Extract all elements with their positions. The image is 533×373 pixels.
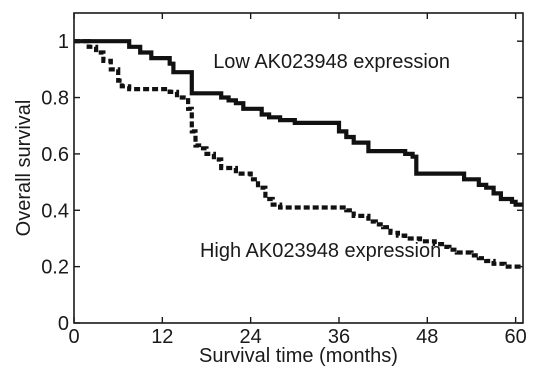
y-tick-label-0.2: 0.2 [41, 257, 69, 279]
x-tick-label-48: 48 [416, 326, 438, 348]
x-tick-label-60: 60 [505, 326, 527, 348]
y-tick-label-0: 0 [58, 313, 69, 335]
chart-marks [74, 39, 523, 269]
x-axis-title: Survival time (months) [199, 345, 398, 367]
x-tick-label-36: 36 [328, 326, 350, 348]
series-high-expression-line [74, 39, 523, 269]
x-tick-label-24: 24 [240, 326, 262, 348]
y-tick-label-0.8: 0.8 [41, 88, 69, 110]
annotation-low-expression: Low AK023948 expression [213, 51, 450, 73]
y-tick-label-1: 1 [58, 31, 69, 53]
series-low-expression-line [74, 39, 523, 207]
y-axis-title: Overall survival [13, 100, 35, 237]
annotation-high-expression: High AK023948 expression [200, 240, 441, 262]
y-tick-label-0.4: 0.4 [41, 200, 69, 222]
x-tick-label-12: 12 [151, 326, 173, 348]
axis-ticks: 0 12 24 36 48 60 0 0.2 0.4 0.6 0.8 1 [41, 13, 527, 348]
x-tick-label-0: 0 [68, 326, 79, 348]
plot-frame [73, 12, 524, 324]
y-tick-label-0.6: 0.6 [41, 144, 69, 166]
